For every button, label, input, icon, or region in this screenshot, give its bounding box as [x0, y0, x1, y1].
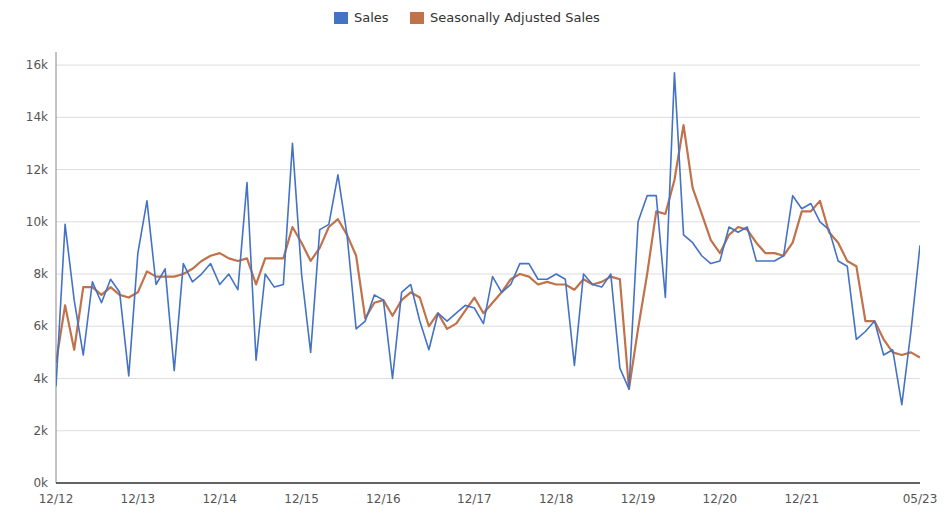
x-tick-label: 12/16 — [366, 492, 401, 506]
y-tick-label: 4k — [33, 372, 48, 386]
legend-swatch — [334, 12, 348, 24]
grid-line — [56, 378, 920, 379]
x-tick-label: 12/19 — [621, 492, 656, 506]
legend: Sales Seasonally Adjusted Sales — [334, 10, 600, 25]
y-tick-label: 12k — [26, 163, 48, 177]
legend-label: Sales — [354, 10, 389, 25]
y-tick-label: 6k — [33, 319, 48, 333]
x-tick-label: 12/17 — [457, 492, 492, 506]
grid-line — [56, 117, 920, 118]
y-tick-label: 10k — [26, 215, 48, 229]
series-line — [56, 125, 920, 389]
x-axis-line — [56, 482, 920, 484]
x-tick-label: 12/21 — [784, 492, 819, 506]
y-tick-label: 14k — [26, 110, 48, 124]
x-tick-label: 05/23 — [903, 492, 938, 506]
series-line — [56, 73, 920, 405]
grid-line — [56, 221, 920, 222]
y-tick-label: 16k — [26, 58, 48, 72]
grid-line — [56, 326, 920, 327]
x-tick-label: 12/13 — [121, 492, 156, 506]
legend-label: Seasonally Adjusted Sales — [430, 10, 600, 25]
grid — [56, 65, 920, 483]
y-axis-line — [56, 52, 57, 483]
chart: 0k 2k 4k 6k 8k 10k 12k 14k 16k 12/12 12/13 12/14 12/… — [0, 0, 944, 523]
x-tick-label: 12/12 — [39, 492, 74, 506]
grid-line — [56, 483, 920, 484]
grid-line — [56, 65, 920, 66]
x-tick-label: 12/14 — [202, 492, 237, 506]
x-tick-label: 12/18 — [539, 492, 574, 506]
y-tick-label: 8k — [33, 267, 48, 281]
legend-swatch — [410, 12, 424, 24]
x-tick-label: 12/20 — [703, 492, 738, 506]
y-tick-label: 0k — [33, 476, 48, 490]
plot-area — [56, 73, 920, 405]
x-tick-label: 12/15 — [284, 492, 319, 506]
grid-line — [56, 169, 920, 170]
grid-line — [56, 430, 920, 431]
y-tick-label: 2k — [33, 424, 48, 438]
